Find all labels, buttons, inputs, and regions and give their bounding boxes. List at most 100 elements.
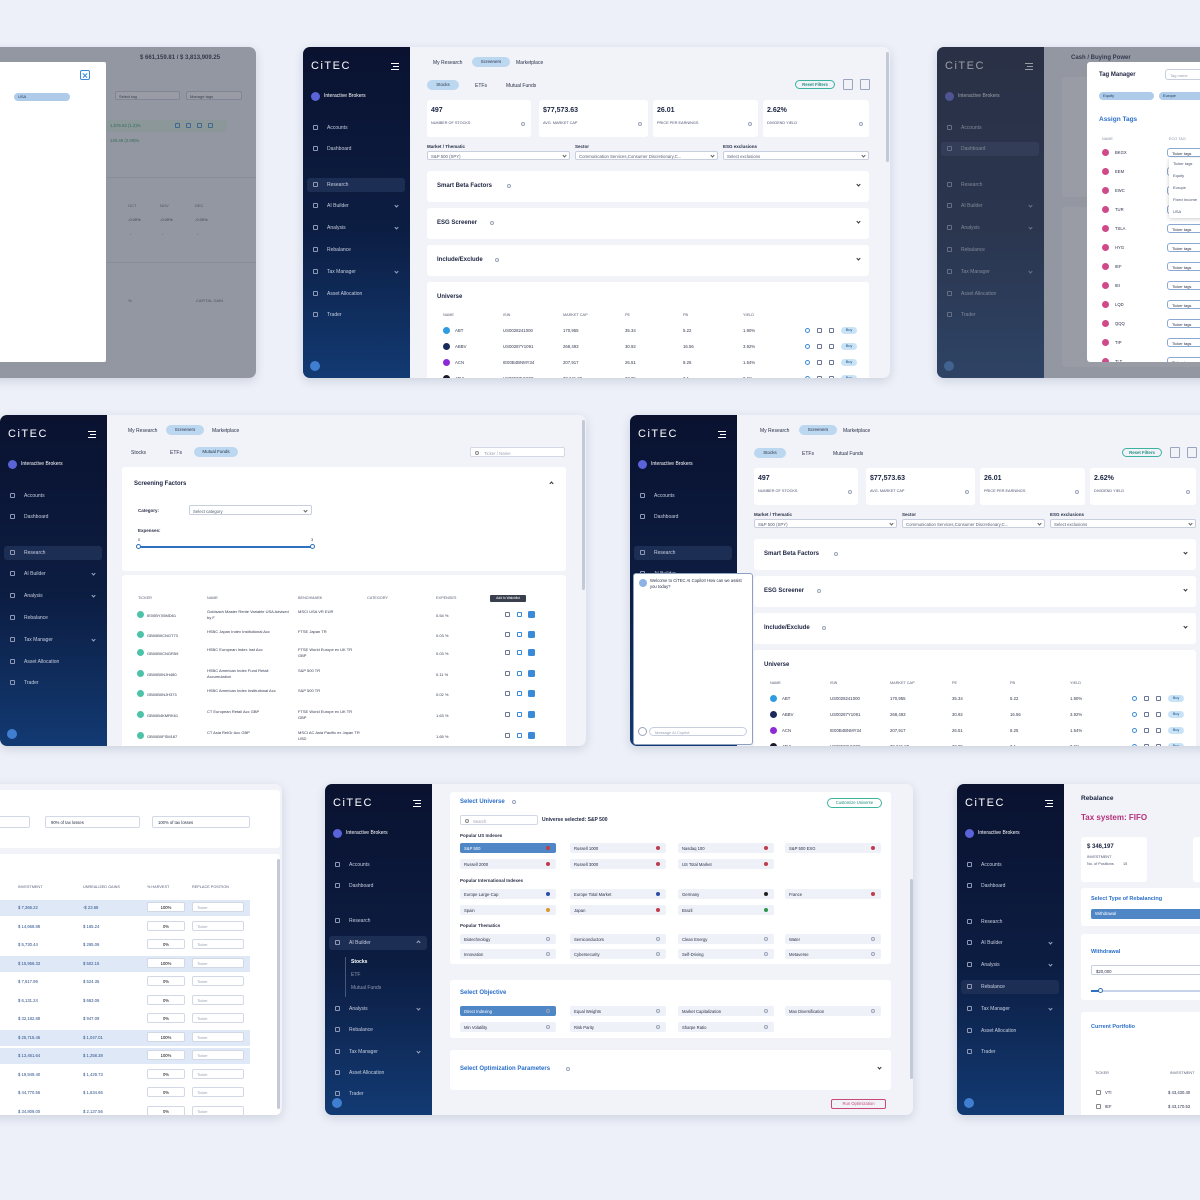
- menu-item[interactable]: Accounts: [327, 125, 348, 131]
- reset-button[interactable]: Reset Filters: [795, 80, 835, 89]
- harvest-input[interactable]: 0%: [147, 920, 185, 931]
- buy-button[interactable]: Buy: [1168, 743, 1184, 746]
- replace-input[interactable]: Ticker: [192, 1087, 244, 1097]
- option[interactable]: Nasdaq 100: [678, 843, 774, 853]
- option[interactable]: Biotechnology: [460, 934, 556, 944]
- select[interactable]: Select exclusions: [723, 151, 869, 160]
- select[interactable]: Ticker tags: [1167, 224, 1200, 233]
- tab-active[interactable]: Screeners: [799, 425, 837, 435]
- section-title[interactable]: Smart Beta Factors: [764, 551, 820, 557]
- replace-input[interactable]: Ticker: [192, 1013, 244, 1023]
- option[interactable]: Spain: [460, 905, 556, 915]
- menu-item[interactable]: Tax Manager: [24, 637, 53, 643]
- back-button[interactable]: [638, 727, 647, 736]
- menu-item[interactable]: Analysis: [981, 962, 1000, 968]
- option[interactable]: Russell 1000: [570, 843, 666, 853]
- subtab[interactable]: Mutual Funds: [833, 451, 864, 457]
- close-button[interactable]: [80, 70, 90, 80]
- chip[interactable]: Equity: [1099, 92, 1154, 100]
- harvest-input[interactable]: 0%: [147, 1068, 185, 1079]
- section-title[interactable]: Include/Exclude: [437, 257, 483, 263]
- replace-input[interactable]: Ticker: [192, 1068, 244, 1079]
- dropdown-option[interactable]: Ticker tags: [1173, 161, 1193, 166]
- option[interactable]: Japan: [570, 905, 666, 915]
- menu-item[interactable]: Trader: [24, 680, 39, 686]
- menu-item[interactable]: Trader: [981, 1049, 996, 1055]
- option-box[interactable]: 100% of tax losses: [152, 816, 250, 828]
- select[interactable]: Ticker tags: [1167, 262, 1200, 271]
- tab[interactable]: My Research: [433, 60, 463, 66]
- submenu-item[interactable]: Stocks: [351, 959, 368, 965]
- watchlist-button[interactable]: [528, 670, 535, 677]
- watchlist-button[interactable]: [528, 611, 535, 618]
- select[interactable]: Communication Services,Consumer Discreti…: [575, 151, 718, 160]
- tab-active[interactable]: Mutual Funds: [194, 447, 238, 457]
- watchlist-button[interactable]: [528, 690, 535, 697]
- slider-handle[interactable]: [1098, 988, 1103, 993]
- harvest-input[interactable]: 100%: [147, 902, 185, 912]
- select[interactable]: S&P 500 (SPY): [427, 151, 570, 160]
- dropdown-option[interactable]: Equity: [1173, 173, 1185, 178]
- harvest-input[interactable]: 0%: [147, 1105, 185, 1115]
- option[interactable]: Min Volatility: [460, 1022, 556, 1032]
- option[interactable]: Water: [785, 934, 881, 944]
- option[interactable]: Europe Large-Cap: [460, 889, 556, 899]
- tab[interactable]: My Research: [760, 428, 790, 434]
- menu-item[interactable]: Accounts: [654, 493, 675, 499]
- chip[interactable]: Europe: [1159, 92, 1200, 100]
- option[interactable]: France: [785, 889, 881, 899]
- menu-item[interactable]: Asset Allocation: [349, 1070, 385, 1076]
- slider-handle[interactable]: [136, 544, 141, 549]
- menu-item[interactable]: Asset Allocation: [24, 659, 60, 665]
- harvest-input[interactable]: 100%: [147, 957, 185, 968]
- tab[interactable]: Marketplace: [212, 428, 240, 434]
- tab-active[interactable]: Stocks: [754, 448, 786, 458]
- menu-item[interactable]: Tax Manager: [981, 1006, 1010, 1012]
- select[interactable]: Ticker tags: [1167, 148, 1200, 157]
- replace-input[interactable]: Ticker: [192, 920, 244, 931]
- replace-input[interactable]: Ticker: [192, 1031, 244, 1042]
- option[interactable]: Russell 3000: [570, 859, 666, 869]
- menu-item[interactable]: AI Builder: [349, 940, 371, 946]
- replace-input[interactable]: Ticker: [192, 994, 244, 1005]
- menu-item[interactable]: Rebalance: [981, 984, 1005, 990]
- section-title[interactable]: Smart Beta Factors: [437, 183, 493, 189]
- option[interactable]: Risk Parity: [570, 1022, 666, 1032]
- watchlist-button[interactable]: [528, 649, 535, 656]
- buy-button[interactable]: Buy: [1168, 727, 1184, 734]
- menu-item[interactable]: Dashboard: [349, 883, 374, 889]
- buy-button[interactable]: Buy: [841, 343, 857, 350]
- menu-item[interactable]: Dashboard: [654, 514, 679, 520]
- menu-item[interactable]: Dashboard: [327, 146, 352, 152]
- watchlist-button[interactable]: [528, 711, 535, 718]
- harvest-input[interactable]: 100%: [147, 1050, 185, 1060]
- select[interactable]: Ticker tags: [1167, 357, 1200, 362]
- tab[interactable]: Marketplace: [843, 428, 871, 434]
- menu-item[interactable]: Research: [24, 550, 46, 556]
- menu-item[interactable]: Accounts: [981, 862, 1002, 868]
- replace-input[interactable]: Ticker: [192, 976, 244, 986]
- replace-input[interactable]: Ticker: [192, 1050, 244, 1060]
- subtab[interactable]: Stocks: [131, 450, 147, 456]
- tab-active[interactable]: Stocks: [427, 80, 459, 90]
- menu-item[interactable]: Analysis: [24, 593, 43, 599]
- menu-item[interactable]: Research: [327, 182, 349, 188]
- tab[interactable]: Marketplace: [516, 60, 544, 66]
- menu-item[interactable]: Research: [349, 918, 371, 924]
- harvest-input[interactable]: 0%: [147, 976, 185, 986]
- menu-item[interactable]: Rebalance: [24, 615, 48, 621]
- dropdown-option[interactable]: Fixed Income: [1173, 197, 1198, 202]
- option[interactable]: Market Capitalization: [678, 1006, 774, 1016]
- submenu-item[interactable]: Mutual Funds: [351, 985, 382, 991]
- option[interactable]: Metaverse: [785, 949, 881, 959]
- harvest-input[interactable]: 100%: [147, 1031, 185, 1042]
- replace-input[interactable]: Ticker: [192, 939, 244, 949]
- replace-input[interactable]: Ticker: [192, 902, 244, 912]
- harvest-input[interactable]: 0%: [147, 994, 185, 1005]
- subtab[interactable]: ETFs: [802, 451, 814, 457]
- option[interactable]: Innovation: [460, 949, 556, 959]
- menu-item[interactable]: Asset Allocation: [327, 291, 363, 297]
- section-title[interactable]: Select Optimization Parameters: [460, 1066, 551, 1072]
- run-button[interactable]: Run Optimization: [831, 1099, 886, 1109]
- option[interactable]: Russell 2000: [460, 859, 556, 869]
